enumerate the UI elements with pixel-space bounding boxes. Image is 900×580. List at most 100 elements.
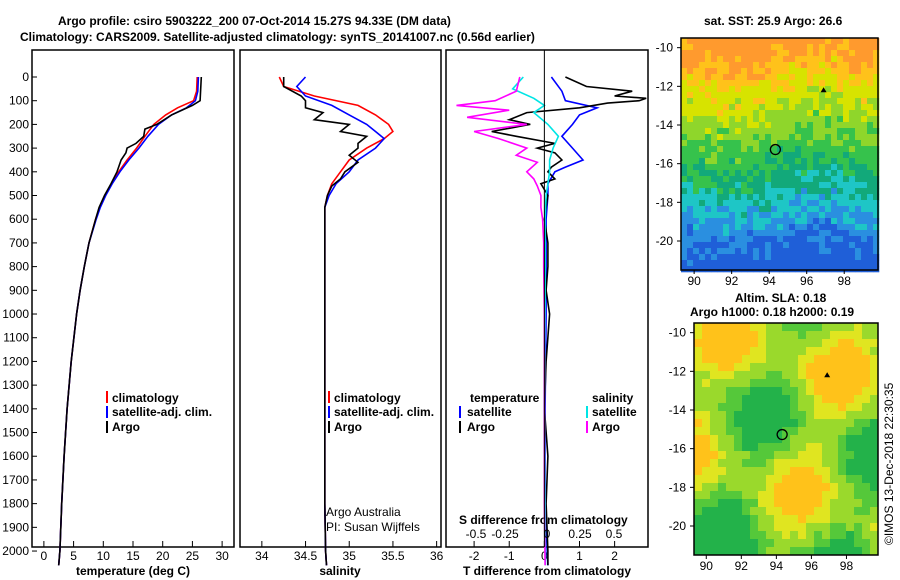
map-cell	[759, 254, 766, 261]
map-cell	[789, 134, 796, 141]
map-cell	[718, 435, 727, 444]
map-cell	[855, 188, 862, 195]
map-cell	[726, 499, 735, 508]
map-cell	[873, 92, 880, 99]
map-cell	[702, 547, 711, 556]
map-cell	[849, 146, 856, 153]
map-cell	[777, 266, 784, 273]
map-cell	[783, 110, 790, 117]
map-cell	[742, 331, 751, 340]
map-cell	[838, 355, 847, 364]
map-cell	[837, 182, 844, 189]
map-cell	[813, 200, 820, 207]
map-cell	[790, 451, 799, 460]
map-cell	[870, 363, 879, 372]
map-cell	[790, 427, 799, 436]
map-cell	[870, 531, 879, 540]
map-cell	[822, 459, 831, 468]
map-cell	[753, 140, 760, 147]
map-cell	[717, 230, 724, 237]
map-cell	[753, 248, 760, 255]
map-cell	[735, 170, 742, 177]
map-cell	[855, 224, 862, 231]
map-cell	[861, 140, 868, 147]
map-cell	[846, 507, 855, 516]
map-cell	[861, 182, 868, 189]
sla-lat-tick-label: -10	[669, 326, 687, 340]
map-cell	[798, 483, 807, 492]
map-cell	[694, 387, 703, 396]
map-cell	[831, 224, 838, 231]
map-cell	[806, 451, 815, 460]
map-cell	[843, 164, 850, 171]
map-cell	[825, 206, 832, 213]
map-cell	[819, 50, 826, 57]
map-cell	[742, 443, 751, 452]
map-cell	[867, 62, 874, 69]
difference-series-t-satellite	[544, 76, 600, 566]
map-cell	[861, 80, 868, 87]
map-cell	[825, 200, 832, 207]
map-cell	[831, 260, 838, 267]
map-cell	[723, 98, 730, 105]
map-cell	[687, 218, 694, 225]
map-cell	[830, 387, 839, 396]
map-cell	[806, 371, 815, 380]
map-cell	[855, 158, 862, 165]
map-cell	[819, 224, 826, 231]
map-cell	[717, 188, 724, 195]
map-cell	[807, 218, 814, 225]
map-cell	[798, 387, 807, 396]
map-cell	[702, 347, 711, 356]
credit-line-2: PI: Susan Wijffels	[326, 520, 420, 534]
map-cell	[870, 459, 879, 468]
map-cell	[843, 194, 850, 201]
salinity-legend: climatology satellite-adj. clim. Argo Ar…	[326, 391, 434, 534]
map-cell	[687, 170, 694, 177]
map-cell	[831, 248, 838, 255]
map-cell	[759, 260, 766, 267]
salinity-series-climatology	[278, 76, 394, 566]
map-cell	[753, 98, 760, 105]
map-cell	[849, 122, 856, 129]
map-cell	[801, 140, 808, 147]
map-cell	[729, 104, 736, 111]
map-cell	[825, 176, 832, 183]
map-cell	[753, 260, 760, 267]
map-cell	[702, 331, 711, 340]
map-cell	[694, 475, 703, 484]
map-cell	[867, 200, 874, 207]
map-cell	[687, 212, 694, 219]
map-cell	[718, 547, 727, 556]
map-cell	[795, 260, 802, 267]
map-cell	[723, 134, 730, 141]
map-cell	[801, 98, 808, 105]
map-cell	[753, 92, 760, 99]
map-cell	[758, 443, 767, 452]
map-cell	[702, 363, 711, 372]
map-cell	[854, 395, 863, 404]
map-cell	[846, 523, 855, 532]
map-cell	[861, 158, 868, 165]
map-cell	[790, 339, 799, 348]
map-cell	[795, 98, 802, 105]
map-cell	[861, 74, 868, 81]
s-difference-label: S difference from climatology	[459, 513, 628, 527]
map-cell	[782, 355, 791, 364]
map-cell	[783, 50, 790, 57]
title-line-2: Climatology: CARS2009. Satellite-adjuste…	[20, 30, 535, 44]
map-cell	[783, 62, 790, 69]
map-cell	[747, 152, 754, 159]
map-cell	[822, 507, 831, 516]
map-cell	[750, 387, 759, 396]
map-cell	[694, 419, 703, 428]
map-cell	[747, 104, 754, 111]
map-cell	[873, 158, 880, 165]
map-cell	[717, 92, 724, 99]
map-cell	[734, 371, 743, 380]
map-cell	[843, 188, 850, 195]
map-cell	[687, 134, 694, 141]
difference-s-tick-label: 0	[544, 527, 551, 541]
map-cell	[723, 230, 730, 237]
map-cell	[837, 236, 844, 243]
